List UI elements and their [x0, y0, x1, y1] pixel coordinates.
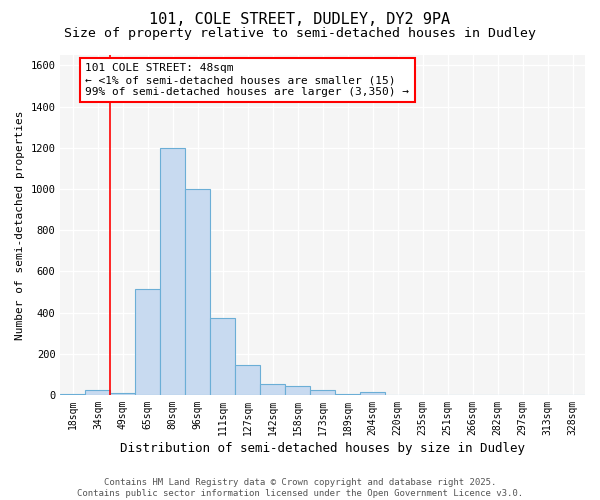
Bar [235, 365, 260, 395]
Bar [110, 393, 136, 395]
Text: Contains HM Land Registry data © Crown copyright and database right 2025.
Contai: Contains HM Land Registry data © Crown c… [77, 478, 523, 498]
Bar [160, 148, 185, 395]
Bar [335, 394, 360, 395]
Text: 101 COLE STREET: 48sqm
← <1% of semi-detached houses are smaller (15)
99% of sem: 101 COLE STREET: 48sqm ← <1% of semi-det… [85, 64, 409, 96]
Bar [310, 390, 335, 395]
Bar [285, 386, 310, 395]
Bar [260, 384, 285, 395]
Bar [360, 392, 385, 395]
Bar [85, 390, 110, 395]
Bar [61, 394, 85, 395]
Bar [185, 189, 210, 395]
Bar [136, 289, 160, 395]
Y-axis label: Number of semi-detached properties: Number of semi-detached properties [15, 110, 25, 340]
Text: Size of property relative to semi-detached houses in Dudley: Size of property relative to semi-detach… [64, 28, 536, 40]
Bar [210, 318, 235, 395]
X-axis label: Distribution of semi-detached houses by size in Dudley: Distribution of semi-detached houses by … [120, 442, 525, 455]
Text: 101, COLE STREET, DUDLEY, DY2 9PA: 101, COLE STREET, DUDLEY, DY2 9PA [149, 12, 451, 28]
